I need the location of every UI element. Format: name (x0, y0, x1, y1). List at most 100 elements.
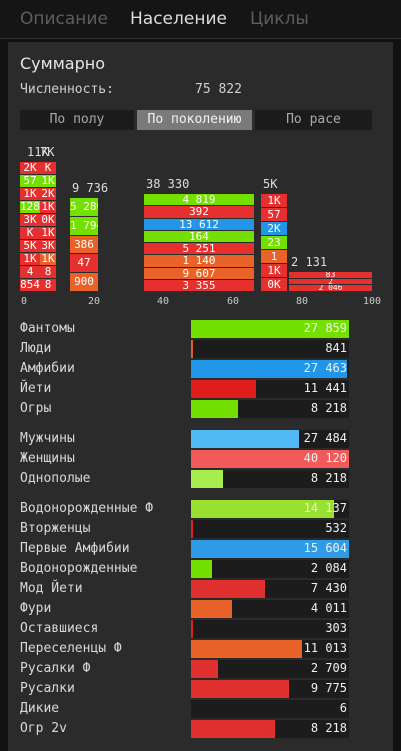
stat-bar: 8 218 (191, 470, 349, 488)
chart-block: 128 (20, 201, 40, 213)
stat-bar: 6 (191, 700, 349, 718)
stat-bar-fill (191, 380, 256, 398)
chart-block: 1K (40, 201, 56, 213)
stat-name: Йети (20, 381, 52, 396)
chart-block: 5 280 (70, 198, 98, 216)
stat-bar: 7 430 (191, 580, 349, 598)
stat-value: 27 463 (303, 361, 347, 375)
stat-bar-fill (191, 470, 224, 488)
stat-value: 841 (325, 341, 347, 355)
chart-block: 1 (261, 250, 287, 263)
stat-bar-fill (191, 580, 266, 598)
stat-name: Фантомы (20, 321, 75, 336)
chart-block: 5 251 (144, 243, 254, 255)
tab-bar: Описание Население Циклы (0, 0, 401, 39)
chart-block: 9 607 (144, 267, 254, 279)
stat-bar-fill (191, 430, 300, 448)
chart-block: 2 (289, 278, 372, 285)
chart-block: 13 612 (144, 218, 254, 230)
chart-block: 57 (20, 175, 40, 187)
chart-block: 1K (40, 227, 56, 239)
chart-block: 1K (20, 253, 40, 265)
tab-population[interactable]: Население (130, 9, 227, 29)
stat-name: Водонорожденные (20, 561, 138, 576)
chart-block: 8 (40, 266, 56, 278)
stat-bar-fill (191, 720, 275, 738)
chart-block: 23 (261, 236, 287, 249)
stat-name: Огр 2v (20, 721, 67, 736)
chart-block: 83 (289, 272, 372, 278)
generation-chart: 11K 2K 57 1K 128 3K K 5K 1K 4 854 7K K 1K 2K 1K 0K 1K 3K 1K… (20, 140, 372, 292)
column-label: 5K (263, 177, 278, 191)
stat-name: Дикие (20, 701, 60, 716)
chart-block: 1K (261, 194, 287, 207)
stat-bar-fill (191, 450, 349, 468)
tab-description[interactable]: Описание (20, 9, 108, 29)
stat-bar-fill (191, 320, 349, 338)
stat-value: 7 430 (310, 581, 347, 595)
chart-block: 1 794 (70, 216, 98, 235)
stat-value: 27 484 (303, 431, 347, 445)
stat-name: Первые Амфибии (20, 541, 130, 556)
chart-block: 900 (70, 273, 98, 291)
stat-value: 2 709 (310, 661, 347, 675)
summary-title: Суммарно (20, 54, 105, 73)
stat-name: Мужчины (20, 431, 75, 446)
stat-name: Оставшиеся (20, 621, 99, 636)
population-panel: Суммарно Численность: 75 822 По полу По … (8, 42, 393, 751)
stat-name: Фури (20, 601, 52, 616)
stat-value: 40 120 (303, 451, 347, 465)
stat-bar: 11 013 (191, 640, 349, 658)
stat-name: Вторженцы (20, 521, 91, 536)
population-value: 75 822 (195, 82, 242, 97)
stat-bar-fill (191, 400, 238, 418)
stat-value: 8 218 (310, 721, 347, 735)
chart-block: 1K (20, 188, 40, 200)
stat-bar: 532 (191, 520, 349, 538)
chart-block: 1K (40, 253, 56, 265)
stat-value: 6 (339, 701, 347, 715)
stat-name: Однополые (20, 471, 91, 486)
stat-value: 15 604 (303, 541, 347, 555)
chart-block: 1K (40, 175, 56, 187)
segment-by-gender[interactable]: По полу (20, 110, 134, 130)
chart-block: 1 140 (144, 255, 254, 267)
stat-bar: 27 484 (191, 430, 349, 448)
stat-bar: 2 084 (191, 560, 349, 578)
stat-bar-fill (191, 660, 218, 678)
stat-bar-fill (191, 340, 193, 358)
x-tick: 100 (363, 296, 382, 307)
chart-block: 47 (70, 254, 98, 273)
stat-bar-fill (191, 500, 334, 518)
stat-bar: 11 441 (191, 380, 349, 398)
column-label: 11K (27, 145, 49, 159)
stat-name: Мод Йети (20, 581, 83, 596)
stat-bar-fill (191, 560, 212, 578)
segment-by-race[interactable]: По расе (255, 110, 372, 130)
column-label: 38 330 (146, 177, 190, 191)
stat-value: 8 218 (310, 471, 347, 485)
stat-bar-fill (191, 600, 233, 618)
segment-by-generation[interactable]: По поколению (137, 110, 252, 130)
stat-name: Женщины (20, 451, 75, 466)
chart-block: 3K (20, 214, 40, 226)
stat-name: Амфибии (20, 361, 75, 376)
stat-bar-fill (191, 520, 193, 538)
x-tick: 0 (21, 296, 28, 307)
tab-cycles[interactable]: Циклы (250, 9, 309, 29)
stat-value: 27 859 (303, 321, 347, 335)
chart-block: 2 046 (289, 285, 372, 291)
chart-block: 386 (70, 235, 98, 254)
chart-block: 0K (261, 278, 287, 291)
stat-value: 11 013 (303, 641, 347, 655)
chart-block: 4 (20, 266, 40, 278)
stat-bar: 27 859 (191, 320, 349, 338)
chart-block: 392 (144, 206, 254, 218)
stat-value: 14 137 (303, 501, 347, 515)
chart-block: 2K (20, 162, 40, 174)
chart-block: 3 355 (144, 279, 254, 291)
stat-bar: 14 137 (191, 500, 349, 518)
stat-name: Русалки Ф (20, 661, 91, 676)
stat-bar: 9 775 (191, 680, 349, 698)
chart-block: K (40, 162, 56, 174)
